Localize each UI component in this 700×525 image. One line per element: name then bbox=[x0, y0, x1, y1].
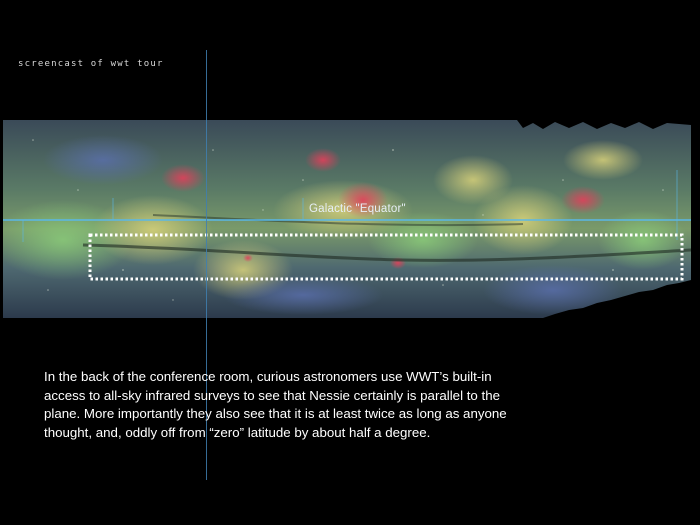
vertical-grid-line bbox=[206, 50, 207, 480]
caption-text: In the back of the conference room, curi… bbox=[44, 369, 507, 440]
sky-image bbox=[3, 120, 691, 318]
nessie-highlight-box bbox=[88, 233, 684, 281]
galactic-equator-label: Galactic "Equator" bbox=[309, 203, 406, 215]
infrared-sky-view[interactable] bbox=[3, 120, 691, 318]
screencast-label: screencast of wwt tour bbox=[18, 59, 164, 69]
